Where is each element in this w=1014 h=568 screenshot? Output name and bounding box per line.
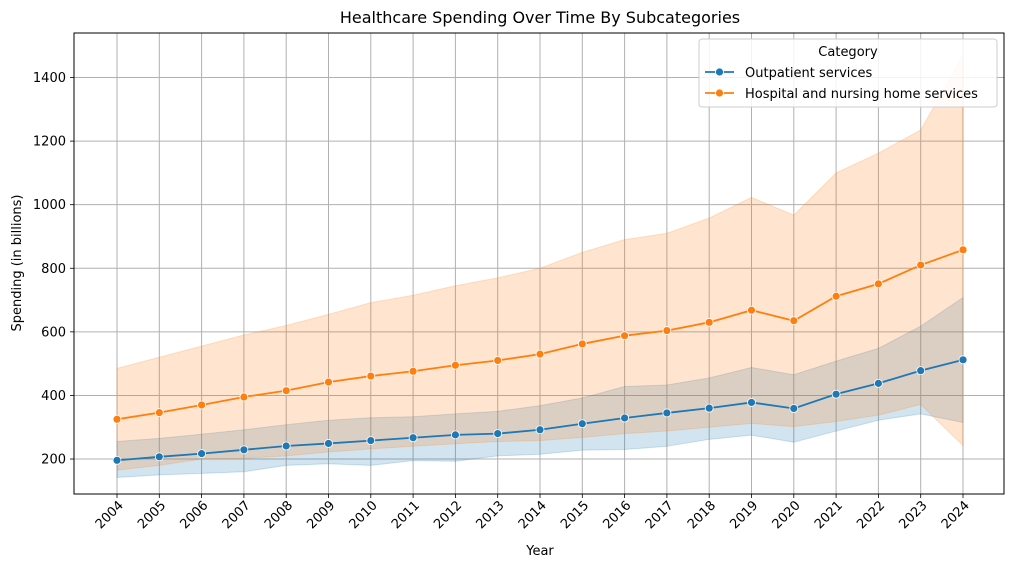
data-point (281, 386, 291, 396)
y-tick-label: 1200 (33, 135, 66, 150)
data-point (916, 260, 926, 270)
data-point (831, 389, 841, 399)
data-point (874, 279, 883, 289)
y-axis-ticks: 200 400 600 800 1000 1200 1400 (33, 71, 74, 468)
data-point (577, 419, 587, 429)
data-point (366, 436, 376, 445)
data-point (239, 445, 249, 455)
data-point (577, 339, 587, 349)
chart-title: Healthcare Spending Over Time By Subcate… (340, 8, 740, 27)
data-point (493, 356, 503, 365)
x-axis-title: Year (525, 544, 554, 559)
data-point (154, 408, 164, 418)
legend-marker-outpatient (715, 67, 724, 77)
data-point (620, 331, 629, 341)
data-point (408, 433, 418, 443)
data-point (197, 400, 207, 410)
data-point (239, 392, 249, 402)
series-markers (112, 245, 968, 465)
data-point (154, 452, 164, 462)
confidence-bands (116, 53, 964, 478)
data-point (958, 245, 968, 255)
confidence-band (116, 53, 964, 471)
y-tick-label: 400 (41, 389, 66, 404)
data-point (831, 291, 841, 301)
data-point (535, 425, 545, 435)
data-point (112, 455, 122, 465)
legend-title: Category (818, 45, 878, 60)
grid-lines (74, 33, 1004, 494)
data-point (747, 305, 756, 315)
data-point (747, 398, 756, 407)
y-tick-label: 200 (41, 453, 66, 468)
data-point (620, 413, 629, 423)
data-point (662, 326, 672, 335)
plot-frame (73, 32, 1005, 495)
data-point (281, 441, 291, 451)
data-point (789, 404, 799, 413)
data-point (535, 349, 545, 359)
data-point (197, 449, 207, 459)
data-point (112, 414, 122, 424)
confidence-band (116, 296, 964, 478)
data-point (493, 429, 503, 438)
y-axis-title: Spending (in billions) (10, 194, 25, 331)
data-point (324, 377, 333, 387)
legend-label-hospital: Hospital and nursing home services (745, 87, 978, 102)
y-tick-label: 1400 (33, 71, 66, 86)
data-point (789, 316, 799, 326)
data-point (450, 360, 460, 370)
legend-label-outpatient: Outpatient services (745, 66, 873, 81)
legend-box (698, 38, 998, 108)
data-point (408, 366, 418, 376)
legend: Category Outpatient services Hospital an… (698, 38, 998, 108)
data-point (324, 439, 333, 448)
y-tick-label: 600 (41, 325, 66, 340)
data-point (704, 403, 714, 413)
y-tick-label: 1000 (33, 198, 66, 213)
data-point (916, 366, 926, 376)
data-point (450, 430, 460, 440)
legend-marker-hospital (715, 88, 724, 98)
data-point (874, 378, 883, 388)
data-point (366, 371, 376, 381)
y-tick-label: 800 (41, 262, 66, 277)
data-point (662, 408, 672, 418)
data-point (704, 317, 714, 327)
data-point (958, 355, 968, 365)
